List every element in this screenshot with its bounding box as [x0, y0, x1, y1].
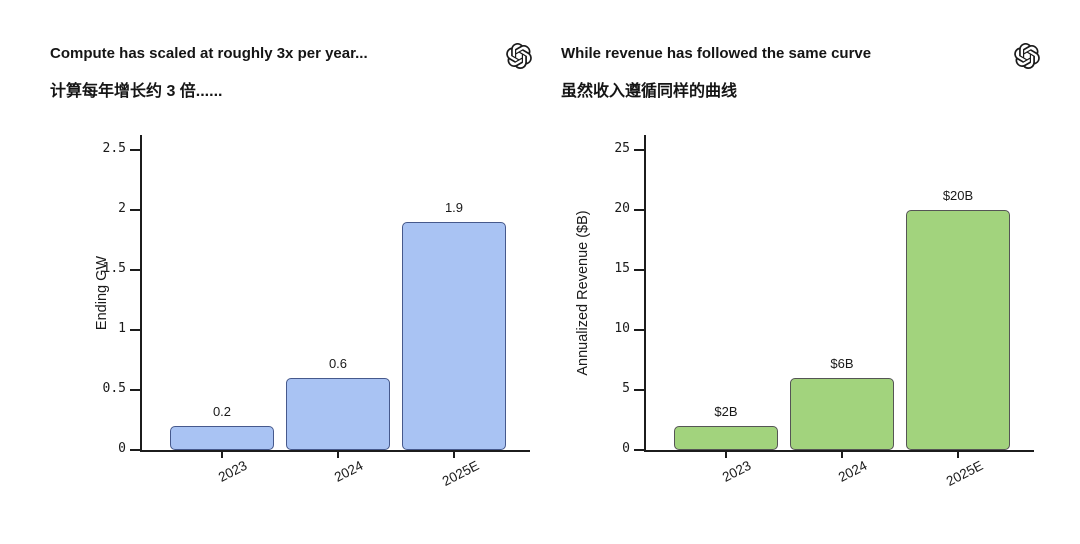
- y-tick-mark: [130, 209, 140, 211]
- bar-2024: [790, 378, 894, 450]
- bar-value-label: $20B: [942, 188, 974, 203]
- bar-2023: [674, 426, 778, 450]
- x-tick-mark: [221, 452, 223, 458]
- y-tick-label: 0: [622, 441, 630, 456]
- y-tick-label: 0.5: [102, 381, 126, 396]
- y-tick-mark: [634, 269, 644, 271]
- x-tick-mark: [725, 452, 727, 458]
- bar-value-label: 0.6: [328, 356, 348, 371]
- revenue-chart-title: While revenue has followed the same curv…: [561, 45, 872, 62]
- x-tick-label: 2023: [215, 457, 250, 485]
- openai-logo-icon: [1014, 43, 1040, 69]
- bar-value-label: $6B: [830, 356, 854, 371]
- x-tick-label: 2025E: [943, 457, 986, 489]
- bar-2023: [170, 426, 274, 450]
- y-tick-label: 20: [614, 201, 630, 216]
- x-tick-label: 2025E: [439, 457, 482, 489]
- y-tick-label: 15: [614, 261, 630, 276]
- openai-logo-icon: [506, 43, 532, 69]
- x-tick-mark: [337, 452, 339, 458]
- bar-value-label: 1.9: [444, 200, 464, 215]
- y-axis-label: Annualized Revenue ($B): [575, 209, 591, 376]
- y-tick-mark: [130, 269, 140, 271]
- y-tick-label: 1: [118, 321, 126, 336]
- y-tick-label: 0: [118, 441, 126, 456]
- bar-value-label: 0.2: [212, 404, 232, 419]
- y-tick-label: 2: [118, 201, 126, 216]
- bar-2024: [286, 378, 390, 450]
- x-tick-label: 2023: [719, 457, 754, 485]
- compute-chart-title: Compute has scaled at roughly 3x per yea…: [50, 45, 368, 62]
- y-tick-mark: [634, 149, 644, 151]
- revenue-plot-area: Annualized Revenue ($B) 25 20 15 10 5 0 …: [575, 135, 1034, 489]
- x-tick-label: 2024: [331, 457, 366, 485]
- y-tick-mark: [130, 329, 140, 331]
- x-tick-mark: [957, 452, 959, 458]
- compute-chart-subtitle-zh: 计算每年增长约 3 倍......: [50, 83, 223, 100]
- y-tick-mark: [634, 449, 644, 451]
- x-tick-mark: [453, 452, 455, 458]
- revenue-chart-subtitle-zh: 虽然收入遵循同样的曲线: [561, 83, 738, 100]
- y-tick-label: 1.5: [102, 261, 126, 276]
- bar-value-label: $2B: [714, 404, 738, 419]
- y-tick-label: 2.5: [102, 141, 126, 156]
- y-tick-mark: [634, 329, 644, 331]
- compute-plot-area: Ending GW 2.5 2 1.5 1 0.5 0 0.2 0.6 1.9 …: [94, 135, 530, 489]
- y-tick-label: 5: [622, 381, 630, 396]
- bar-2025e: [906, 210, 1010, 450]
- y-tick-mark: [634, 389, 644, 391]
- y-tick-label: 10: [614, 321, 630, 336]
- y-tick-mark: [130, 389, 140, 391]
- y-tick-mark: [130, 149, 140, 151]
- x-tick-mark: [841, 452, 843, 458]
- y-tick-mark: [130, 449, 140, 451]
- x-tick-label: 2024: [835, 457, 870, 485]
- bar-2025e: [402, 222, 506, 450]
- y-tick-label: 25: [614, 141, 630, 156]
- y-tick-mark: [634, 209, 644, 211]
- revenue-chart-panel: While revenue has followed the same curv…: [540, 0, 1080, 544]
- compute-chart-panel: Compute has scaled at roughly 3x per yea…: [50, 43, 532, 489]
